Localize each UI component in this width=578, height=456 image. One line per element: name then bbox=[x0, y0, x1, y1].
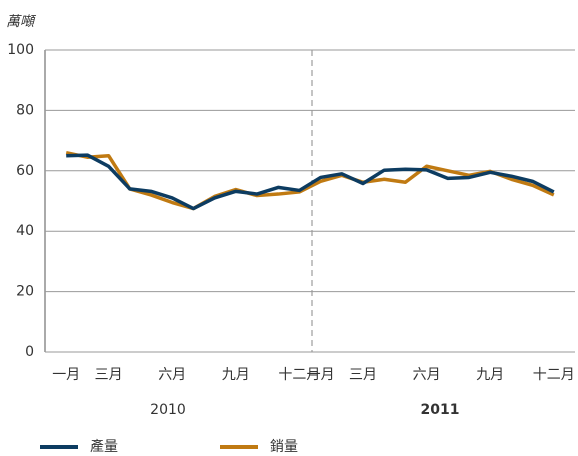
y-tick-label: 100 bbox=[7, 42, 34, 58]
y-tick-label: 60 bbox=[16, 163, 34, 179]
x-tick-label: 三月 bbox=[349, 367, 377, 383]
x-tick-label: 九月 bbox=[222, 367, 250, 383]
x-tick-label: 六月 bbox=[158, 367, 186, 383]
y-tick-label: 20 bbox=[16, 284, 34, 300]
year-label: 2011 bbox=[421, 402, 460, 418]
x-tick-label: 十二月 bbox=[533, 367, 575, 383]
legend-label: 產量 bbox=[90, 438, 118, 455]
series-line bbox=[66, 153, 555, 211]
x-tick-label: 一月 bbox=[307, 367, 335, 383]
x-tick-label: 六月 bbox=[413, 367, 441, 383]
y-axis-label: 萬噸 bbox=[6, 14, 37, 30]
year-label: 2010 bbox=[150, 402, 186, 418]
legend-label: 銷量 bbox=[270, 439, 298, 455]
y-tick-label: 0 bbox=[25, 344, 34, 360]
y-tick-label: 40 bbox=[16, 223, 34, 239]
series-line bbox=[65, 150, 555, 211]
x-tick-label: 三月 bbox=[95, 367, 123, 383]
y-tick-label: 80 bbox=[16, 102, 34, 118]
x-tick-label: 十二月 bbox=[278, 367, 320, 383]
x-tick-label: 一月 bbox=[52, 367, 80, 383]
x-tick-label: 九月 bbox=[476, 367, 504, 383]
